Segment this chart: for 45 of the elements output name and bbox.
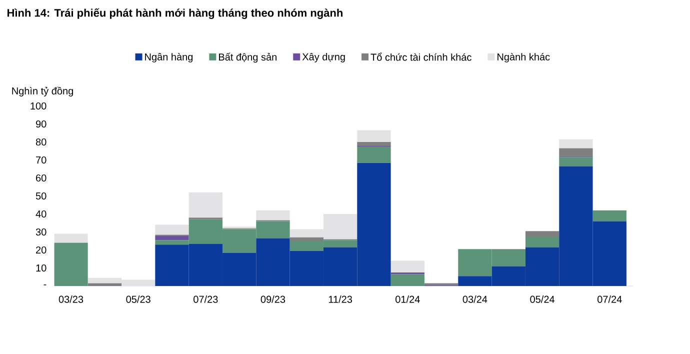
- x-tick-label: 07/24: [597, 296, 622, 303]
- y-tick-label: 90: [36, 120, 46, 128]
- y-tick-label: 80: [36, 138, 46, 146]
- y-tick-label: 50: [36, 192, 46, 200]
- bar: [357, 146, 391, 163]
- bar: [54, 234, 88, 243]
- legend-label: Ngành khác: [498, 52, 550, 62]
- legend-label: Bất động sản: [219, 52, 276, 63]
- x-tick-label: 11/23: [328, 296, 352, 303]
- bar: [559, 139, 593, 148]
- y-tick-label: 10: [36, 264, 46, 272]
- bar: [525, 231, 560, 236]
- y-tick-label: 30: [36, 228, 46, 236]
- bar: [390, 260, 424, 272]
- bar: [256, 210, 290, 220]
- y-tick-label: 40: [36, 210, 46, 218]
- y-tick-label: 20: [36, 246, 46, 254]
- x-tick-label: 05/23: [126, 296, 150, 303]
- legend-label: Ngân hàng: [145, 52, 193, 62]
- x-tick-label: 03/23: [58, 296, 84, 303]
- x-tick-label: 09/23: [260, 296, 286, 303]
- x-tick-label: 05/24: [530, 296, 555, 303]
- bar: [357, 130, 391, 142]
- bar: [88, 283, 122, 286]
- legend-label: Tổ chức tài chính khác: [370, 52, 472, 61]
- bar: [559, 148, 593, 156]
- bar: [155, 236, 189, 240]
- bar: [357, 142, 391, 146]
- x-tick-label: 07/23: [194, 296, 218, 303]
- y-tick-label: 100: [30, 102, 46, 110]
- legend-label: Xây dựng: [302, 53, 345, 62]
- bar: [54, 242, 88, 286]
- bar: [155, 224, 189, 235]
- y-tick-label: 70: [36, 156, 46, 164]
- y-tick-label: -: [44, 284, 46, 286]
- bar: [592, 210, 626, 222]
- x-tick-label: 03/24: [462, 296, 488, 303]
- bar: [525, 236, 560, 248]
- bar: [188, 192, 222, 218]
- x-tick-label: 01/24: [396, 296, 420, 303]
- bar: [559, 157, 593, 166]
- bar: [390, 274, 424, 286]
- chart-title: Hình 14: Trái phiếu phát hành mới hàng tháng theo nhóm ngành: [7, 8, 342, 19]
- y-axis-title: Nghìn tỷ đồng: [12, 86, 73, 96]
- y-tick-label: 60: [36, 174, 46, 182]
